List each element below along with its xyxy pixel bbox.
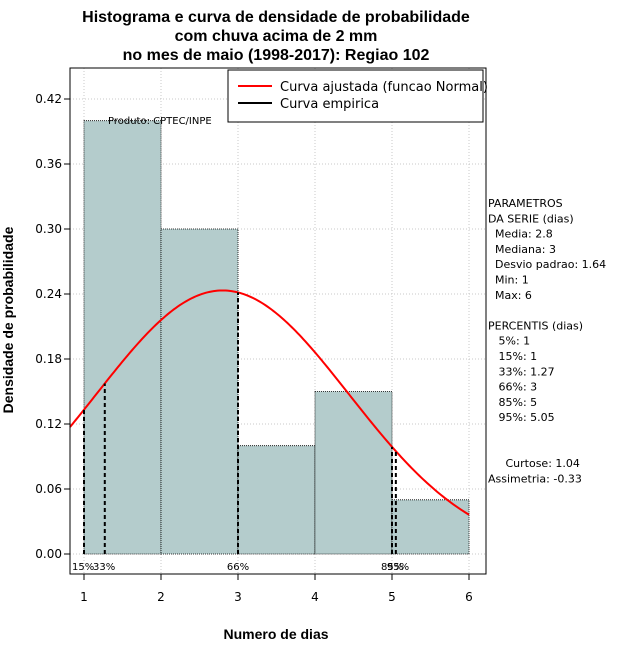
legend-label-normal: Curva ajustada (funcao Normal) xyxy=(280,80,488,95)
percentile-label-0: 15% xyxy=(72,562,94,573)
y-tick-label-6: 0.36 xyxy=(35,157,62,171)
y-tick-label-7: 0.42 xyxy=(35,92,62,106)
y-tick-label-5: 0.30 xyxy=(35,222,62,236)
axes: 1 2 3 4 5 6 0.00 0.06 0.12 0.18 0.24 0.30 0.36 0.42 xyxy=(35,92,473,604)
stats-line-14: 95%: 5.05 xyxy=(488,411,555,424)
stats-line-3: Mediana: 3 xyxy=(488,243,556,256)
x-tick-label-1: 2 xyxy=(157,590,165,604)
histogram-bars xyxy=(83,120,470,555)
percentile-label-4: 95% xyxy=(387,562,409,573)
stats-line-4: Desvio padrao: 1.64 xyxy=(488,258,606,271)
legend: Curva ajustada (funcao Normal) Curva emp… xyxy=(227,69,488,123)
stats-line-5: Min: 1 xyxy=(488,274,529,287)
legend-box xyxy=(227,69,484,123)
stats-line-12: 66%: 3 xyxy=(488,381,537,394)
stats-line-8: PERCENTIS (dias) xyxy=(488,319,583,332)
legend-label-empirical: Curva empirica xyxy=(280,97,379,112)
stats-line-10: 15%: 1 xyxy=(488,350,537,363)
y-tick-label-4: 0.24 xyxy=(35,287,62,301)
histogram-bar-2 xyxy=(237,445,316,555)
stats-line-6: Max: 6 xyxy=(488,289,532,302)
y-tick-label-3: 0.18 xyxy=(35,352,62,366)
x-tick-label-3: 4 xyxy=(311,590,319,604)
histogram-bar-3 xyxy=(314,391,393,555)
stats-line-13: 85%: 5 xyxy=(488,396,537,409)
chart-title: Histograma e curva de densidade de proba… xyxy=(82,9,470,64)
percentile-label-3: 85% xyxy=(381,562,403,573)
stats-line-11: 33%: 1.27 xyxy=(488,365,555,378)
y-tick-label-1: 0.06 xyxy=(35,482,62,496)
title-line-1: Histograma e curva de densidade de proba… xyxy=(82,9,470,26)
normal-density-curve xyxy=(69,289,470,516)
stats-line-18: Assimetria: -0.33 xyxy=(488,472,582,485)
y-tick-label-2: 0.12 xyxy=(35,417,62,431)
histogram-bar-0 xyxy=(83,120,162,555)
title-line-2: com chuva acima de 2 mm xyxy=(175,28,378,45)
y-axis-title: Densidade de probabilidade xyxy=(0,226,16,413)
x-axis-title: Numero de dias xyxy=(223,626,328,642)
stats-panel: PARAMETROS DA SERIE (dias) Media: 2.8 Med… xyxy=(488,197,606,485)
stats-line-0: PARAMETROS xyxy=(488,197,563,210)
stats-line-9: 5%: 1 xyxy=(488,335,530,348)
y-tick-label-0: 0.00 xyxy=(35,547,62,561)
curves xyxy=(69,289,470,516)
stats-line-2: Media: 2.8 xyxy=(488,228,553,241)
x-tick-label-5: 6 xyxy=(465,590,473,604)
percentile-label-2: 66% xyxy=(227,562,249,573)
x-tick-label-0: 1 xyxy=(80,590,88,604)
credit-label: Produto: CPTEC/INPE xyxy=(108,116,212,127)
histogram-bar-4 xyxy=(391,499,470,555)
stats-line-17: Curtose: 1.04 xyxy=(488,457,580,470)
percentile-label-1: 33% xyxy=(93,562,115,573)
percentile-lines: 15%33% 66% 85%95% xyxy=(72,292,409,573)
title-line-3: no mes de maio (1998-2017): Regiao 102 xyxy=(123,47,430,64)
histogram-bar-1 xyxy=(160,228,239,555)
stats-line-1: DA SERIE (dias) xyxy=(488,212,574,225)
x-tick-label-4: 5 xyxy=(388,590,396,604)
x-tick-label-2: 3 xyxy=(234,590,242,604)
